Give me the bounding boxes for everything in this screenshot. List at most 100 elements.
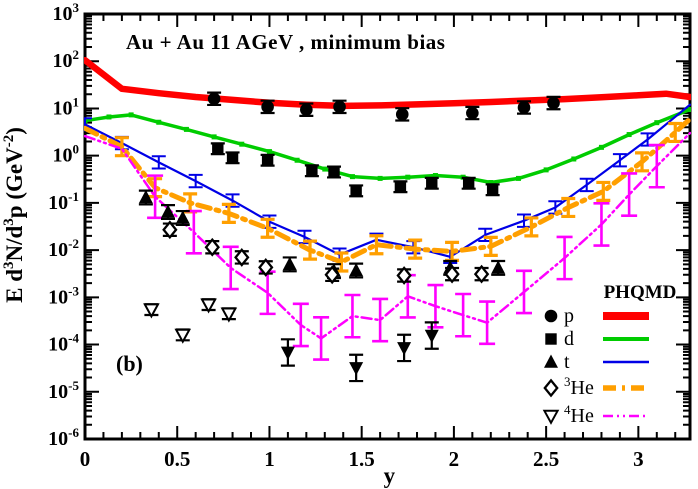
series-he4-model <box>84 131 691 361</box>
marker-node-square <box>106 114 112 120</box>
marker-circle-filled <box>300 103 313 117</box>
marker-node-square <box>654 120 660 126</box>
marker-node-square <box>377 175 383 181</box>
series-d-data <box>210 142 500 198</box>
y-tick-label: 100 <box>53 142 80 167</box>
marker-triangle-down-open <box>542 409 560 425</box>
marker-triangle-down-open <box>220 307 238 323</box>
legend-item-he3: 3He <box>543 374 649 399</box>
marker-diamond-open <box>234 248 250 267</box>
y-tick-labels: 103 102 101 100 10-1 10-2 10-3 10-4 10-5 10-6 <box>48 0 79 450</box>
marker-node-square <box>488 180 494 186</box>
marker-diamond-open <box>204 237 220 257</box>
marker-triangle-down-filled <box>397 342 412 356</box>
marker-triangle-up-filled <box>282 256 297 271</box>
model-line-t-model <box>84 103 691 258</box>
marker-node-square <box>156 119 162 125</box>
series-he3-model <box>84 116 691 273</box>
legend-label: d <box>564 328 574 350</box>
marker-diamond-open <box>396 266 412 285</box>
series-he4-data-filled <box>280 321 439 383</box>
x-tick-label: 1 <box>264 447 275 471</box>
y-tick-label: 103 <box>53 0 80 25</box>
axes <box>83 12 692 441</box>
series-p-model <box>84 56 691 110</box>
marker-triangle-down-filled <box>349 362 364 376</box>
marker-node-square <box>349 174 355 180</box>
marker-node-square <box>239 141 245 147</box>
marker-node-square <box>211 134 217 140</box>
legend-item-p: p <box>544 305 649 327</box>
x-tick-label: 3 <box>633 447 644 471</box>
marker-square-filled <box>394 181 407 193</box>
marker-node-square <box>626 132 632 138</box>
marker-square-filled <box>486 184 499 196</box>
error-bar <box>259 270 276 316</box>
legend-label: 3He <box>564 374 594 399</box>
marker-square-filled <box>328 166 340 178</box>
marker-triangle-up-filled <box>544 354 558 368</box>
marker-node-square <box>294 157 300 163</box>
marker-diamond-open <box>543 378 559 398</box>
error-bar <box>372 297 389 343</box>
marker-square-filled <box>462 177 475 189</box>
x-tick-labels: 0 0.5 1 1.5 2 2.5 3 <box>80 447 644 471</box>
series-he4-data-open <box>143 298 238 344</box>
legend-item-t: t <box>544 351 649 373</box>
error-bar <box>621 172 638 217</box>
y-tick-label: 102 <box>53 47 80 72</box>
marker-node-square <box>571 156 577 162</box>
marker-square-filled <box>545 333 557 345</box>
marker-circle-filled <box>544 309 558 323</box>
marker-node-square <box>432 173 438 179</box>
marker-triangle-down-filled <box>424 329 439 344</box>
x-tick-label: 2 <box>449 447 460 471</box>
x-tick-label: 0 <box>80 447 91 471</box>
marker-triangle-up-filled <box>161 204 176 218</box>
marker-node-square <box>128 112 134 118</box>
legend-header: PHQMD <box>604 282 677 303</box>
model-line-p-model <box>84 56 691 110</box>
marker-triangle-up-filled <box>349 263 364 277</box>
legend-item-he4: 4He <box>542 402 649 427</box>
marker-node-square <box>515 175 521 181</box>
marker-square-filled <box>426 177 438 189</box>
model-line-he4-model <box>84 131 691 340</box>
marker-circle-filled <box>395 108 409 121</box>
series-he3-data <box>162 220 490 285</box>
series-p-data <box>207 91 561 122</box>
model-line-he3-model <box>84 116 691 265</box>
marker-node-square <box>405 174 411 180</box>
plot-frame <box>83 12 692 441</box>
y-tick-label: 10-3 <box>48 283 79 308</box>
plot-title: Au + Au 11 AGeV , minimum bias <box>126 30 446 54</box>
marker-circle-filled <box>207 92 221 106</box>
marker-circle-filled <box>466 106 479 120</box>
marker-node-square <box>598 144 604 150</box>
marker-triangle-up-filled <box>138 190 153 204</box>
marker-square-filled <box>212 143 224 155</box>
marker-triangle-down-open <box>174 328 192 344</box>
y-tick-label: 10-1 <box>48 189 79 214</box>
marker-square-filled <box>350 185 362 197</box>
y-tick-label: 101 <box>53 94 80 119</box>
y-tick-label: 10-2 <box>48 236 79 261</box>
marker-node-square <box>687 106 691 112</box>
y-tick-label: 10-6 <box>48 425 79 450</box>
marker-triangle-down-filled <box>280 346 295 360</box>
marker-circle-filled <box>547 96 560 110</box>
marker-node-square <box>322 166 328 172</box>
x-axis-label: y <box>384 463 396 488</box>
legend-label: 4He <box>564 402 594 427</box>
axis-ticks <box>84 13 690 440</box>
y-axis-label: E d3N/d3p (GeV-2) <box>1 127 27 303</box>
marker-triangle-down-open <box>200 298 217 314</box>
marker-square-filled <box>226 152 239 164</box>
y-tick-label: 10-5 <box>48 378 79 403</box>
marker-triangle-down-open <box>143 303 160 319</box>
x-tick-label: 0.5 <box>164 447 190 471</box>
marker-triangle-up-filled <box>491 260 506 274</box>
marker-square-filled <box>261 154 274 166</box>
